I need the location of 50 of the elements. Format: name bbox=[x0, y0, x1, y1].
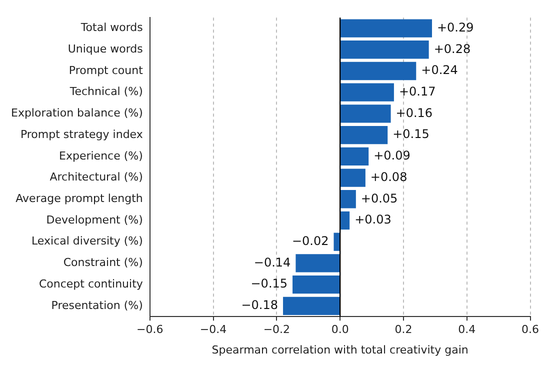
bar bbox=[340, 40, 429, 59]
data-label: +0.28 bbox=[434, 42, 471, 56]
bar bbox=[340, 126, 388, 144]
x-tick-label: 0.2 bbox=[394, 323, 412, 336]
y-tick-label: Prompt count bbox=[68, 64, 144, 77]
y-tick-label: Architectural (%) bbox=[50, 170, 143, 184]
bar bbox=[340, 168, 366, 187]
data-label: +0.24 bbox=[421, 63, 458, 78]
bar bbox=[340, 62, 416, 80]
bar bbox=[340, 147, 369, 166]
bar bbox=[296, 254, 340, 272]
y-tick-label: Total words bbox=[80, 21, 144, 34]
y-tick-label: Development (%) bbox=[46, 213, 143, 226]
bar bbox=[334, 232, 340, 251]
y-tick-label: Constraint (%) bbox=[63, 256, 143, 270]
data-label: +0.16 bbox=[396, 106, 433, 120]
y-tick-label: Technical (%) bbox=[68, 85, 143, 98]
y-tick-label: Prompt strategy index bbox=[20, 128, 144, 141]
data-label: +0.15 bbox=[392, 127, 430, 142]
bar bbox=[340, 19, 432, 38]
bar bbox=[283, 296, 340, 315]
bar bbox=[340, 83, 394, 102]
y-tick-label: Lexical diversity (%) bbox=[31, 234, 143, 248]
data-label: −0.02 bbox=[292, 234, 329, 248]
y-tick-label: Exploration balance (%) bbox=[10, 106, 143, 120]
data-label: +0.17 bbox=[398, 84, 436, 98]
data-label: −0.18 bbox=[241, 298, 278, 312]
y-tick-label: Experience (%) bbox=[59, 149, 143, 162]
y-tick-label: Unique words bbox=[68, 42, 144, 56]
x-tick-label: −0.2 bbox=[263, 323, 290, 336]
data-label: −0.15 bbox=[250, 276, 288, 291]
x-tick-label: −0.6 bbox=[136, 323, 164, 336]
x-tick-label: −0.4 bbox=[200, 323, 227, 336]
x-tick-label: 0.0 bbox=[331, 323, 349, 336]
bar bbox=[340, 190, 356, 208]
bar bbox=[340, 104, 391, 123]
data-label: +0.03 bbox=[354, 212, 392, 227]
y-tick-label: Concept continuity bbox=[38, 277, 144, 290]
x-axis-title: Spearman correlation with total creativity gain bbox=[212, 343, 468, 356]
data-label: +0.05 bbox=[360, 191, 398, 206]
x-tick-label: 0.4 bbox=[458, 323, 476, 336]
bar bbox=[340, 211, 350, 230]
data-label: +0.09 bbox=[374, 148, 410, 163]
y-tick-label: Presentation (%) bbox=[51, 298, 143, 312]
bar bbox=[292, 275, 340, 294]
x-tick-label: 0.6 bbox=[522, 323, 540, 336]
y-tick-label: Average prompt length bbox=[16, 192, 143, 205]
data-label: +0.08 bbox=[370, 170, 408, 184]
data-label: +0.29 bbox=[436, 20, 474, 34]
data-label: −0.14 bbox=[254, 255, 291, 270]
